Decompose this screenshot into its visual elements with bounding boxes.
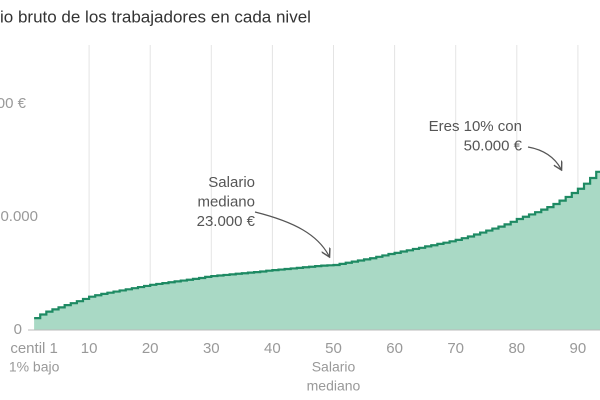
x-tick-label: 20 (142, 340, 159, 357)
x-tick-label: 90 (570, 340, 587, 357)
x-tick-label: 10 (81, 340, 98, 357)
x-sublabel: Salario (312, 359, 356, 375)
x-tick-label: 60 (386, 340, 403, 357)
x-tick-label: 70 (447, 340, 464, 357)
x-tick-label: 80 (508, 340, 525, 357)
x-sublabel: 1% bajo (9, 359, 60, 375)
x-sublabel: mediano (307, 378, 361, 394)
step-line (34, 170, 600, 320)
x-tick-label: 40 (264, 340, 281, 357)
area (34, 171, 600, 330)
annotation: mediano (197, 193, 255, 210)
annotation-arrow (527, 146, 561, 169)
x-tick-label: 50 (325, 340, 342, 357)
x-tick-label: centil 1 (10, 340, 58, 357)
y-tick-label: 40.000 (0, 208, 38, 225)
chart-title: io bruto de los trabajadores en cada niv… (0, 7, 311, 26)
y-tick-label: 80.000 € (0, 95, 27, 112)
annotation: Eres 10% con (429, 118, 522, 135)
y-tick-label: 0 (14, 321, 22, 338)
x-tick-label: 30 (203, 340, 220, 357)
annotation-arrow (254, 211, 329, 256)
annotation: 50.000 € (464, 137, 523, 154)
annotation: 23.000 € (197, 213, 256, 230)
annotation: Salario (208, 174, 255, 191)
